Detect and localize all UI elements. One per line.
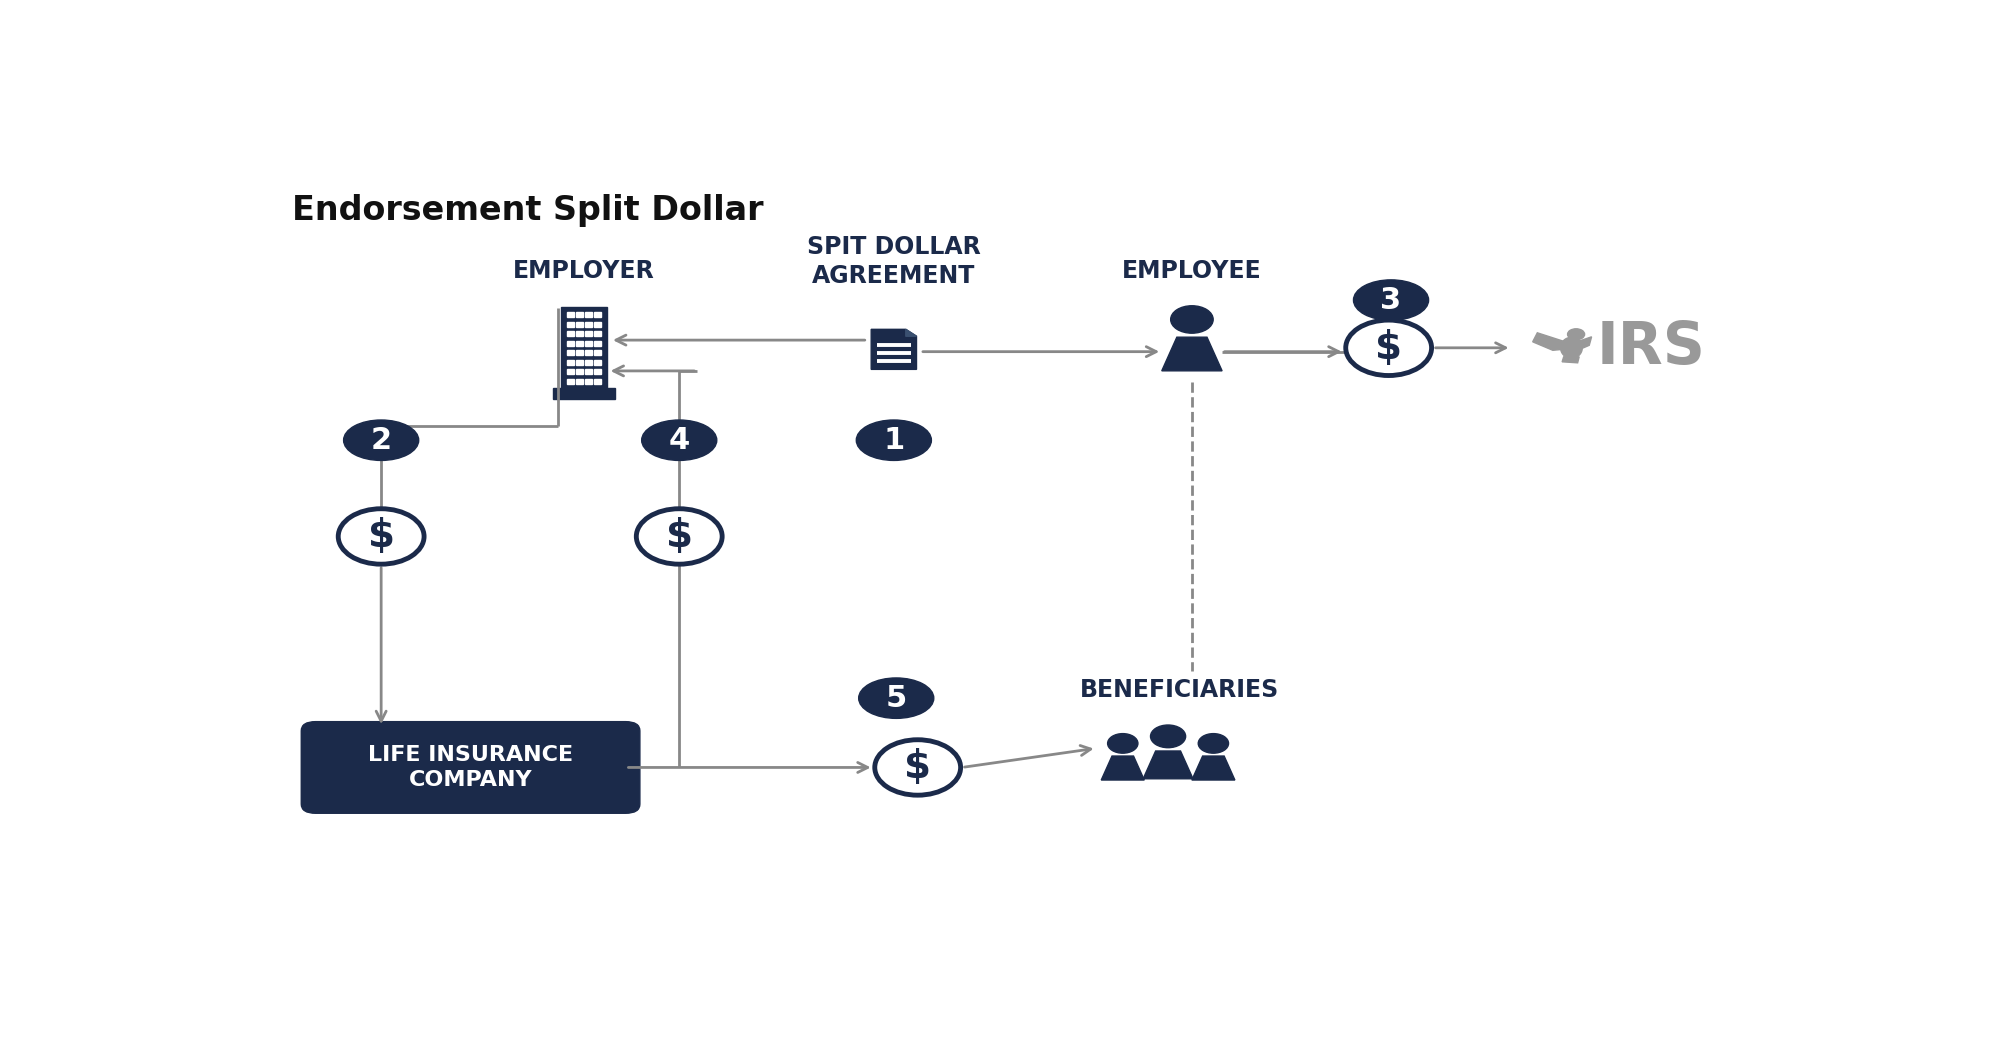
Polygon shape: [1562, 357, 1580, 363]
FancyBboxPatch shape: [594, 379, 600, 383]
Text: IRS: IRS: [1598, 319, 1706, 376]
Polygon shape: [1162, 337, 1222, 371]
Circle shape: [636, 508, 722, 564]
FancyBboxPatch shape: [576, 379, 582, 383]
Text: LIFE INSURANCE
COMPANY: LIFE INSURANCE COMPANY: [368, 745, 574, 790]
FancyBboxPatch shape: [594, 350, 600, 355]
FancyBboxPatch shape: [594, 322, 600, 327]
Text: 3: 3: [1380, 286, 1402, 314]
FancyBboxPatch shape: [594, 312, 600, 317]
FancyBboxPatch shape: [576, 350, 582, 355]
FancyBboxPatch shape: [586, 331, 592, 336]
FancyBboxPatch shape: [586, 340, 592, 346]
Polygon shape: [1102, 756, 1144, 780]
FancyBboxPatch shape: [586, 350, 592, 355]
FancyBboxPatch shape: [586, 312, 592, 317]
FancyBboxPatch shape: [568, 340, 574, 346]
Polygon shape: [1532, 333, 1572, 351]
Ellipse shape: [858, 678, 934, 718]
FancyBboxPatch shape: [576, 359, 582, 364]
Ellipse shape: [344, 420, 418, 460]
FancyBboxPatch shape: [576, 322, 582, 327]
FancyBboxPatch shape: [568, 322, 574, 327]
FancyBboxPatch shape: [594, 359, 600, 364]
Text: 1: 1: [884, 426, 904, 455]
FancyBboxPatch shape: [576, 340, 582, 346]
FancyBboxPatch shape: [568, 331, 574, 336]
Circle shape: [1198, 734, 1228, 753]
Text: BENEFICIARIES: BENEFICIARIES: [1080, 679, 1280, 703]
FancyBboxPatch shape: [552, 388, 614, 399]
Text: 5: 5: [886, 684, 906, 713]
FancyBboxPatch shape: [586, 370, 592, 374]
FancyBboxPatch shape: [562, 307, 606, 388]
FancyBboxPatch shape: [586, 322, 592, 327]
Ellipse shape: [642, 420, 716, 460]
FancyBboxPatch shape: [568, 350, 574, 355]
FancyBboxPatch shape: [586, 359, 592, 364]
FancyBboxPatch shape: [568, 312, 574, 317]
Text: 4: 4: [668, 426, 690, 455]
FancyBboxPatch shape: [568, 370, 574, 374]
Text: Endorsement Split Dollar: Endorsement Split Dollar: [292, 194, 764, 227]
Ellipse shape: [856, 420, 932, 460]
Circle shape: [338, 508, 424, 564]
FancyBboxPatch shape: [576, 331, 582, 336]
FancyBboxPatch shape: [568, 379, 574, 383]
Ellipse shape: [1560, 337, 1582, 358]
Polygon shape: [906, 329, 916, 336]
Circle shape: [1170, 306, 1214, 333]
Polygon shape: [872, 329, 916, 370]
Circle shape: [1150, 725, 1186, 748]
FancyBboxPatch shape: [586, 379, 592, 383]
Polygon shape: [1572, 337, 1592, 351]
Circle shape: [1568, 329, 1584, 339]
Polygon shape: [1192, 756, 1234, 780]
Text: EMPLOYER: EMPLOYER: [512, 259, 654, 283]
Text: 2: 2: [370, 426, 392, 455]
Text: $: $: [666, 518, 692, 555]
Circle shape: [874, 740, 960, 796]
FancyBboxPatch shape: [576, 370, 582, 374]
Text: SPIT DOLLAR
AGREEMENT: SPIT DOLLAR AGREEMENT: [806, 235, 980, 288]
Text: $: $: [1376, 329, 1402, 366]
Polygon shape: [1144, 751, 1192, 779]
Text: $: $: [904, 749, 932, 786]
Text: EMPLOYEE: EMPLOYEE: [1122, 259, 1262, 283]
FancyBboxPatch shape: [568, 359, 574, 364]
FancyBboxPatch shape: [594, 340, 600, 346]
FancyBboxPatch shape: [302, 721, 640, 813]
FancyBboxPatch shape: [576, 312, 582, 317]
FancyBboxPatch shape: [594, 370, 600, 374]
Text: $: $: [368, 518, 394, 555]
Circle shape: [1346, 321, 1432, 376]
Circle shape: [1108, 734, 1138, 753]
FancyBboxPatch shape: [594, 331, 600, 336]
Ellipse shape: [1354, 280, 1428, 321]
